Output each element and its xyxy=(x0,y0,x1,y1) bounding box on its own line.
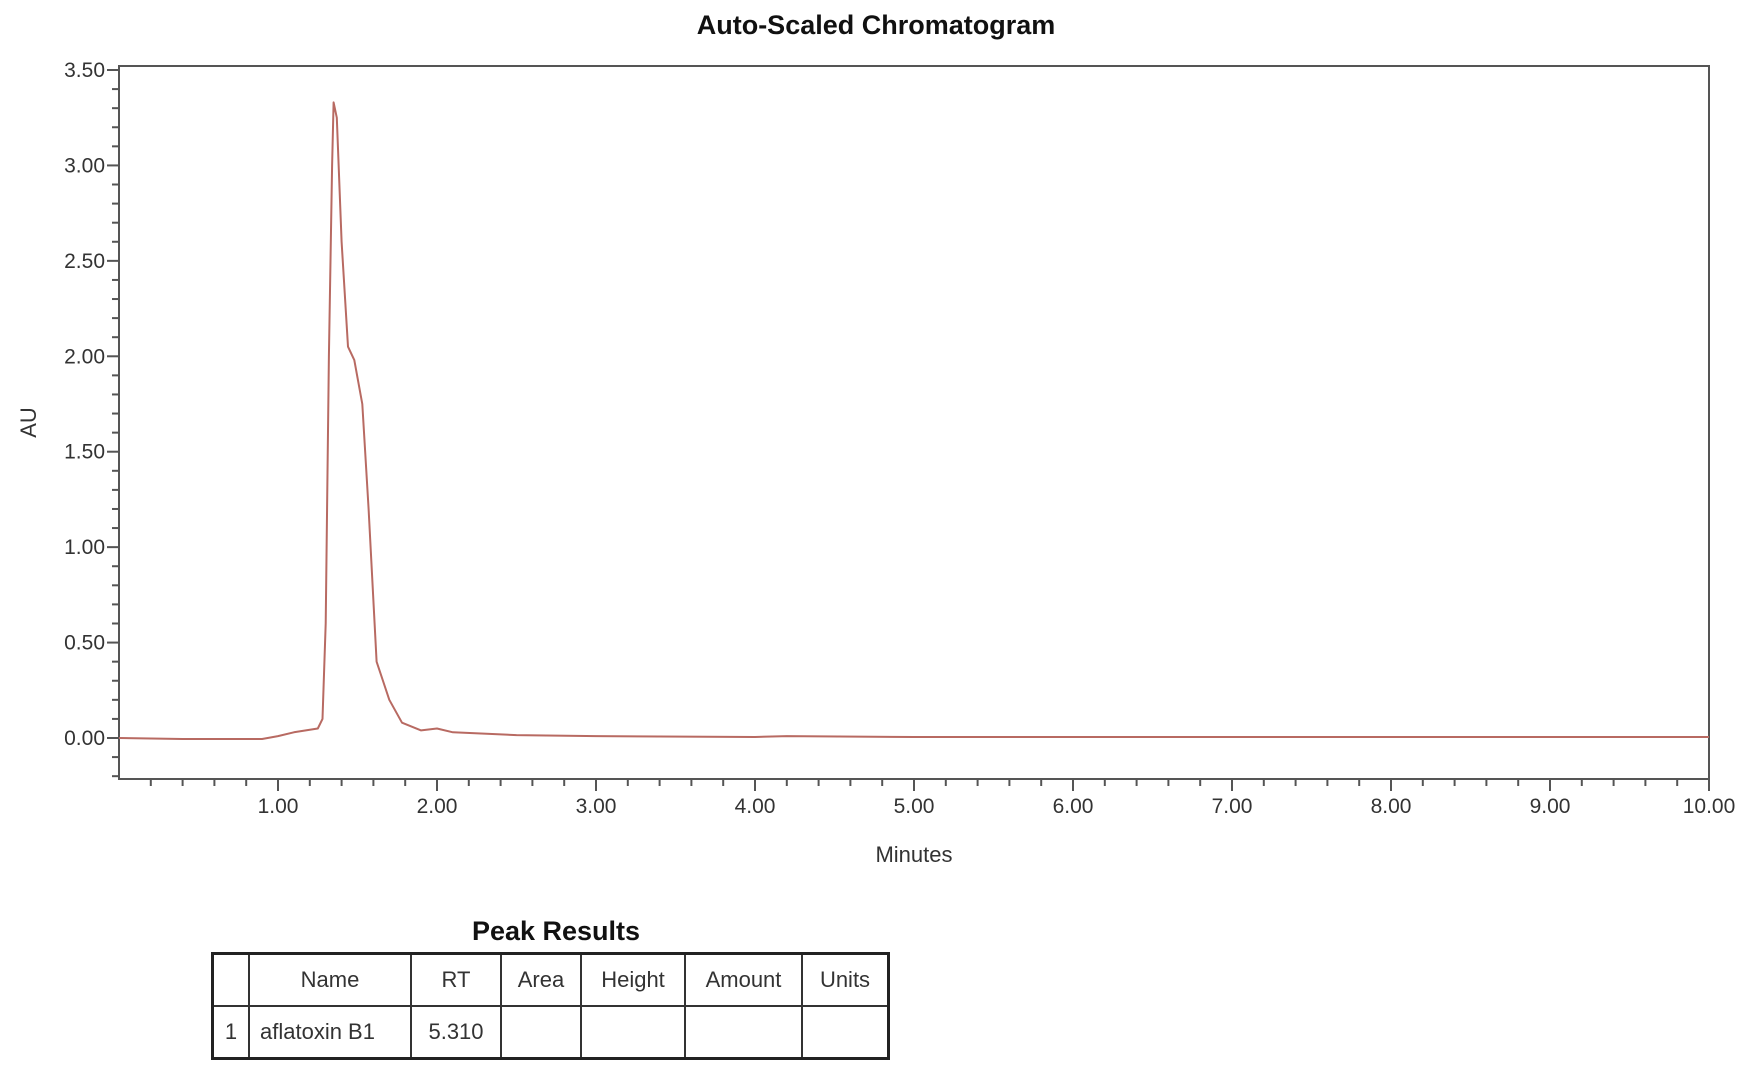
y-tick-label: 3.50 xyxy=(64,59,105,82)
x-tick-label: 3.00 xyxy=(576,795,617,818)
chart-title: Auto-Scaled Chromatogram xyxy=(696,10,1056,40)
cell-rt: 5.310 xyxy=(410,1005,502,1060)
col-amount: Amount xyxy=(684,952,803,1007)
col-height: Height xyxy=(580,952,686,1007)
y-tick-label: 0.00 xyxy=(64,727,105,750)
x-tick-label: 4.00 xyxy=(735,795,776,818)
x-tick-label: 1.00 xyxy=(258,795,299,818)
y-tick-label: 1.00 xyxy=(64,536,105,559)
plot-frame xyxy=(118,65,1710,780)
chromatogram-plot: 0.00 0.50 1.00 1.50 2.00 2.50 3.00 3.50 1.00 2.00… xyxy=(16,59,1736,867)
x-tick-label: 8.00 xyxy=(1371,795,1412,818)
table-header-row: Name RT Area Height Amount Units xyxy=(211,952,890,1007)
y-axis-label: AU xyxy=(16,407,41,438)
cell-height xyxy=(580,1005,686,1060)
peak-results-title: Peak Results xyxy=(471,916,641,946)
chromatogram-trace xyxy=(118,101,1709,740)
x-tick-label: 2.00 xyxy=(417,795,458,818)
x-tick-label: 5.00 xyxy=(894,795,935,818)
peak-results-table: Name RT Area Height Amount Units 1 aflat… xyxy=(211,952,890,1060)
cell-units xyxy=(801,1005,890,1060)
cell-area xyxy=(500,1005,582,1060)
y-tick-label: 2.50 xyxy=(64,250,105,273)
y-tick-label: 3.00 xyxy=(64,154,105,177)
y-tick-label: 2.00 xyxy=(64,345,105,368)
col-rt: RT xyxy=(410,952,502,1007)
y-tick-label: 1.50 xyxy=(64,441,105,464)
col-units: Units xyxy=(801,952,890,1007)
col-area: Area xyxy=(500,952,582,1007)
col-name: Name xyxy=(248,952,412,1007)
cell-index: 1 xyxy=(211,1005,250,1060)
cell-name: aflatoxin B1 xyxy=(248,1005,412,1060)
col-index xyxy=(211,952,250,1007)
x-tick-label: 10.00 xyxy=(1683,795,1736,818)
y-tick-label: 0.50 xyxy=(64,632,105,655)
x-tick-label: 6.00 xyxy=(1053,795,1094,818)
cell-amount xyxy=(684,1005,803,1060)
x-tick-label: 7.00 xyxy=(1212,795,1253,818)
x-axis-label: Minutes xyxy=(875,842,952,867)
x-tick-label: 9.00 xyxy=(1530,795,1571,818)
table-row: 1 aflatoxin B1 5.310 xyxy=(211,1005,890,1060)
